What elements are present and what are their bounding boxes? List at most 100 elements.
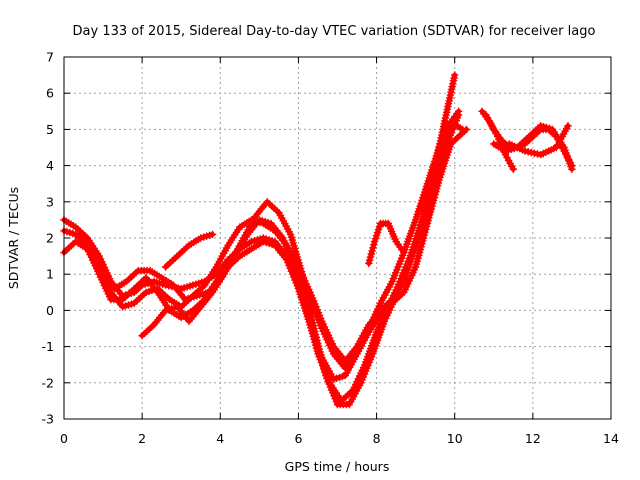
- data-point: [199, 290, 207, 298]
- data-point: [417, 199, 425, 207]
- data-point: [429, 199, 437, 207]
- data-point: [397, 280, 405, 288]
- y-tick-label: -1: [42, 339, 54, 354]
- data-point: [442, 143, 450, 151]
- data-point: [413, 257, 421, 265]
- data-point: [394, 286, 403, 294]
- data-point: [426, 208, 435, 216]
- data-point: [462, 125, 471, 134]
- data-point: [261, 218, 269, 226]
- data-point: [454, 111, 463, 119]
- data-point: [322, 371, 330, 380]
- data-point: [197, 234, 205, 242]
- data-point: [542, 123, 551, 132]
- data-point: [317, 314, 325, 323]
- data-point: [419, 237, 427, 245]
- data-point: [504, 146, 513, 154]
- data-point: [98, 276, 106, 284]
- data-point: [208, 230, 217, 239]
- data-point: [392, 269, 400, 277]
- y-tick-label: 5: [46, 122, 54, 137]
- data-point: [268, 240, 276, 248]
- data-point: [374, 225, 383, 234]
- data-point: [411, 218, 419, 227]
- series-layer: [60, 71, 576, 409]
- data-point: [201, 289, 210, 297]
- data-point: [509, 165, 517, 173]
- data-point: [398, 277, 406, 286]
- data-point: [410, 243, 418, 252]
- data-point: [413, 210, 422, 218]
- data-point: [395, 260, 403, 268]
- data-point: [63, 228, 71, 236]
- data-point: [367, 250, 375, 258]
- data-point: [287, 254, 295, 262]
- data-point: [200, 233, 208, 241]
- data-point: [399, 274, 407, 283]
- data-point: [394, 263, 402, 271]
- data-point: [184, 294, 192, 303]
- data-point: [66, 228, 74, 237]
- data-point: [141, 280, 149, 288]
- data-point: [289, 260, 297, 268]
- data-point: [444, 137, 452, 145]
- y-tick-label: 1: [46, 267, 54, 282]
- data-point: [290, 242, 298, 250]
- x-tick-label: 8: [373, 431, 381, 446]
- data-point: [294, 256, 302, 264]
- data-point: [564, 122, 572, 130]
- data-point: [287, 233, 296, 241]
- data-point: [293, 253, 301, 261]
- data-point: [426, 211, 434, 219]
- data-point: [286, 251, 294, 260]
- data-point: [453, 114, 462, 122]
- data-point: [289, 239, 297, 247]
- data-point: [247, 237, 256, 246]
- data-point: [418, 218, 426, 226]
- data-point: [403, 266, 411, 274]
- data-point: [161, 306, 170, 315]
- data-point: [292, 250, 301, 258]
- data-point: [104, 290, 112, 298]
- data-point: [296, 283, 304, 291]
- data-point: [280, 237, 288, 245]
- data-point: [325, 380, 333, 388]
- data-point: [451, 71, 459, 79]
- data-point: [424, 216, 432, 225]
- data-point: [568, 165, 576, 173]
- data-point: [330, 392, 338, 400]
- y-tick-label: 3: [46, 194, 54, 209]
- data-point: [324, 377, 332, 386]
- data-point: [313, 306, 321, 314]
- data-point: [202, 232, 211, 240]
- data-point: [121, 302, 130, 310]
- data-point: [319, 360, 327, 368]
- data-point: [183, 283, 191, 291]
- data-point: [286, 230, 295, 239]
- data-point: [411, 241, 419, 249]
- data-point: [358, 376, 366, 384]
- data-point: [416, 245, 424, 254]
- data-point: [412, 260, 421, 268]
- data-point: [292, 269, 300, 277]
- data-point: [412, 238, 420, 246]
- data-point: [189, 281, 197, 289]
- data-point: [265, 239, 273, 248]
- data-point: [415, 251, 423, 260]
- data-point: [285, 261, 293, 270]
- x-tick-label: 10: [447, 431, 463, 446]
- data-point: [411, 263, 420, 271]
- data-point: [167, 304, 176, 313]
- data-point: [375, 222, 384, 231]
- data-point: [417, 243, 425, 251]
- data-point: [314, 339, 322, 347]
- data-point: [422, 225, 430, 233]
- data-point: [446, 131, 455, 139]
- data-point: [393, 289, 401, 297]
- data-point: [366, 355, 374, 364]
- data-point: [447, 128, 456, 136]
- data-point: [388, 277, 396, 286]
- data-point: [297, 267, 306, 276]
- y-tick-label: 4: [46, 158, 54, 173]
